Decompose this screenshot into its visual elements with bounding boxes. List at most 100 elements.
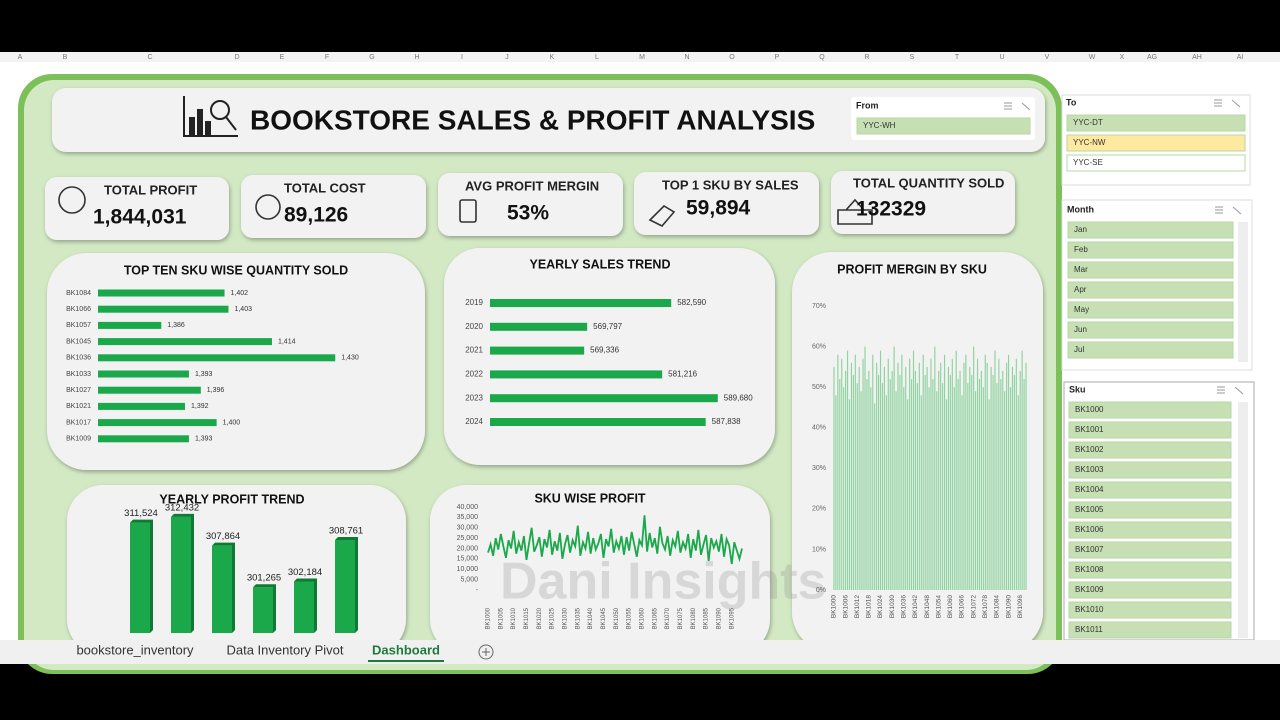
slicer-item[interactable]: BK1010 <box>1068 601 1232 619</box>
slicer-item-label[interactable]: YYC-SE <box>1073 158 1103 167</box>
slicer-item[interactable]: Jul <box>1067 341 1234 359</box>
slicer-item-box[interactable] <box>1068 541 1232 559</box>
slicer-item-box[interactable] <box>1068 421 1232 439</box>
slicer-item-box[interactable] <box>1066 154 1246 172</box>
x-tick-label: BK1080 <box>691 607 697 629</box>
slicer-item-label[interactable]: BK1004 <box>1075 485 1104 494</box>
slicer-item-label[interactable]: YYC-NW <box>1073 138 1106 147</box>
slicer-item-label[interactable]: Feb <box>1074 245 1088 254</box>
column-header: G <box>369 54 374 61</box>
slicer-item-label[interactable]: YYC-WH <box>863 121 896 130</box>
slicer-item-label[interactable]: BK1007 <box>1075 545 1104 554</box>
slicer-item-box[interactable] <box>1067 341 1234 359</box>
slicer-item-label[interactable]: BK1011 <box>1075 625 1103 634</box>
slicer-item[interactable]: YYC-WH <box>856 117 1031 135</box>
x-tick-label: BK1018 <box>866 595 873 619</box>
slicer-item[interactable]: BK1008 <box>1068 561 1232 579</box>
slicer-item-label[interactable]: Jul <box>1074 345 1084 354</box>
slicer-item-label[interactable]: BK1008 <box>1075 565 1104 574</box>
slicer-item-box[interactable] <box>1068 561 1232 579</box>
slicer-item-label[interactable]: YYC-DT <box>1073 118 1103 127</box>
slicer-item[interactable]: May <box>1067 301 1234 319</box>
bar <box>924 374 926 590</box>
sheet-tab-bar <box>0 640 1280 664</box>
slicer-item-box[interactable] <box>1067 261 1234 279</box>
slicer-item-box[interactable] <box>1068 521 1232 539</box>
bar <box>940 362 942 590</box>
slicer-item-box[interactable] <box>1068 461 1232 479</box>
slicer-item-box[interactable] <box>1068 501 1232 519</box>
bar <box>984 354 986 590</box>
slicer-item-label[interactable]: Apr <box>1074 285 1087 294</box>
slicer-item[interactable]: BK1006 <box>1068 521 1232 539</box>
slicer-item[interactable]: BK1001 <box>1068 421 1232 439</box>
slicer-item-box[interactable] <box>856 117 1031 135</box>
slicer-item[interactable]: Feb <box>1067 241 1234 259</box>
add-sheet-button[interactable] <box>478 644 494 660</box>
slicer-item-label[interactable]: Jun <box>1074 325 1087 334</box>
slicer-item-box[interactable] <box>1067 301 1234 319</box>
slicer-item-label[interactable]: BK1006 <box>1075 525 1104 534</box>
slicer-item-label[interactable]: Jan <box>1074 225 1087 234</box>
slicer-item-box[interactable] <box>1068 601 1232 619</box>
slicer-item-label[interactable]: Mar <box>1074 265 1088 274</box>
sheet-tab[interactable]: Dashboard <box>372 642 440 657</box>
column-header: E <box>280 54 285 61</box>
slicer-item[interactable]: Jan <box>1067 221 1234 239</box>
bar <box>294 581 314 633</box>
bar <box>1002 370 1004 590</box>
sheet-tab[interactable]: Data Inventory Pivot <box>226 642 343 657</box>
slicer-item[interactable]: BK1011 <box>1068 621 1232 639</box>
slicer-item-label[interactable]: BK1009 <box>1075 585 1104 594</box>
sheet-tab[interactable]: bookstore_inventory <box>76 642 194 657</box>
value-label: 1,393 <box>195 371 213 378</box>
y-tick-label: 10,000 <box>457 566 479 573</box>
slicer-item-label[interactable]: BK1001 <box>1075 425 1104 434</box>
slicer-item-box[interactable] <box>1068 621 1232 639</box>
bar <box>876 362 878 590</box>
slicer-item-box[interactable] <box>1067 321 1234 339</box>
slicer-item[interactable]: YYC-SE <box>1066 154 1246 172</box>
slicer-item-label[interactable]: May <box>1074 305 1089 314</box>
slicer-item-box[interactable] <box>1068 441 1232 459</box>
slicer-item-label[interactable]: BK1005 <box>1075 505 1104 514</box>
slicer-item-box[interactable] <box>1068 481 1232 499</box>
slicer-item[interactable]: BK1009 <box>1068 581 1232 599</box>
bar <box>897 362 899 590</box>
slicer-item-box[interactable] <box>1067 281 1234 299</box>
bar <box>1007 354 1010 590</box>
slicer-item-label[interactable]: BK1003 <box>1075 465 1104 474</box>
slicer-item[interactable]: BK1000 <box>1068 401 1232 419</box>
slicer-item[interactable]: BK1003 <box>1068 461 1232 479</box>
kpi-value: 89,126 <box>284 204 348 227</box>
slicer-item[interactable]: Apr <box>1067 281 1234 299</box>
bar <box>837 354 839 590</box>
slicer-item-label[interactable]: BK1002 <box>1075 445 1104 454</box>
slicer-item[interactable]: BK1002 <box>1068 441 1232 459</box>
slicer-item[interactable]: BK1004 <box>1068 481 1232 499</box>
slicer-item-label[interactable]: BK1000 <box>1075 405 1104 414</box>
slicer-item-box[interactable] <box>1067 241 1234 259</box>
y-tick-label: 5,000 <box>460 576 478 583</box>
bar <box>858 366 860 590</box>
slicer-item-label[interactable]: BK1010 <box>1075 605 1104 614</box>
bar <box>969 366 971 590</box>
bar <box>930 358 932 590</box>
scrollbar[interactable] <box>1238 402 1248 638</box>
slicer-item-box[interactable] <box>1067 221 1234 239</box>
y-tick-label: 20,000 <box>457 545 479 552</box>
slicer-item[interactable]: BK1007 <box>1068 541 1232 559</box>
bar <box>928 387 930 590</box>
slicer-item[interactable]: Jun <box>1067 321 1234 339</box>
slicer-item-box[interactable] <box>1066 134 1246 152</box>
slicer-item-box[interactable] <box>1068 401 1232 419</box>
slicer-item-box[interactable] <box>1066 114 1246 132</box>
slicer-item-box[interactable] <box>1068 581 1232 599</box>
slicer-item[interactable]: BK1005 <box>1068 501 1232 519</box>
slicer-item[interactable]: Mar <box>1067 261 1234 279</box>
slicer-item[interactable]: YYC-DT <box>1066 114 1246 132</box>
scrollbar[interactable] <box>1238 222 1248 362</box>
x-tick-label: BK1075 <box>678 607 684 629</box>
slicer-item[interactable]: YYC-NW <box>1066 134 1246 152</box>
x-tick-label: BK1000 <box>486 607 492 629</box>
